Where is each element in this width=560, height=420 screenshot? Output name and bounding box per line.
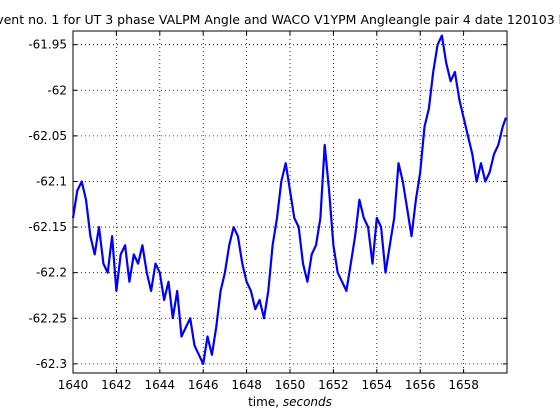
y-tick-label: -62.1 <box>36 174 67 188</box>
x-tick-label: 1648 <box>231 378 262 392</box>
y-tick-label: -62.2 <box>36 266 67 280</box>
x-tick-label: 1652 <box>318 378 349 392</box>
x-tick-label: 1656 <box>405 378 436 392</box>
x-tick-label: 1646 <box>188 378 219 392</box>
x-tick-label: 1642 <box>101 378 132 392</box>
series-line <box>71 34 507 365</box>
x-axis-label-unit: seconds <box>283 395 332 409</box>
x-axis-label: time, seconds <box>248 395 332 409</box>
x-tick-label: 1644 <box>145 378 176 392</box>
chart-title: Event no. 1 for UT 3 phase VALPM Angle a… <box>0 12 560 27</box>
x-tick-label: 1650 <box>275 378 306 392</box>
y-tick-label: -62 <box>47 83 67 97</box>
y-tick-label: -62.05 <box>28 129 67 143</box>
x-axis-label-text: time, <box>248 395 283 409</box>
y-tick-label: -62.15 <box>28 220 67 234</box>
y-tick-label: -62.25 <box>28 311 67 325</box>
x-tick-label: 1658 <box>448 378 479 392</box>
grid <box>73 31 507 373</box>
x-tick-label: 1640 <box>58 378 89 392</box>
ticks: 1640 1642 1644 1646 1648 1650 1652 1654 1656 1658… <box>28 31 507 392</box>
y-tick-label: -62.3 <box>36 357 67 371</box>
y-tick-label: -61.95 <box>28 38 67 52</box>
x-tick-label: 1654 <box>362 378 393 392</box>
plot-frame <box>72 30 508 374</box>
